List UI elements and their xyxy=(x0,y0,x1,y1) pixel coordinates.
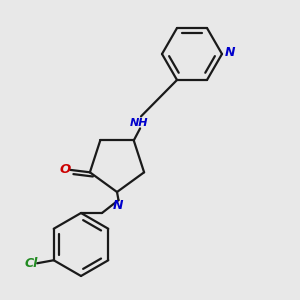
Text: N: N xyxy=(113,199,123,212)
Text: O: O xyxy=(59,163,70,176)
Text: Cl: Cl xyxy=(25,257,38,270)
Text: NH: NH xyxy=(130,118,149,128)
Text: N: N xyxy=(225,46,236,59)
